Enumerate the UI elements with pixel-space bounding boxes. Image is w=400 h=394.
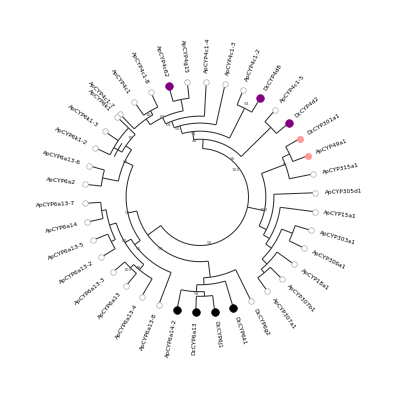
Text: ApCYP4c1-5: ApCYP4c1-5 <box>280 74 306 104</box>
Text: 64: 64 <box>166 123 172 127</box>
Text: ApCYP4c1: ApCYP4c1 <box>110 69 131 96</box>
Text: ApCYP6a13-2: ApCYP6a13-2 <box>58 260 95 284</box>
Text: ApCYP6a2: ApCYP6a2 <box>46 178 76 186</box>
Text: DcCYP6a13: DcCYP6a13 <box>192 322 198 355</box>
Text: ApCYP6k1-3: ApCYP6k1-3 <box>67 104 99 128</box>
Text: ApCYP6a13-6: ApCYP6a13-6 <box>42 150 81 165</box>
Text: ApCYP6a13-4: ApCYP6a13-4 <box>115 303 139 340</box>
Text: ApCYP6a14: ApCYP6a14 <box>45 221 79 234</box>
Text: 95: 95 <box>136 247 142 251</box>
Text: 91: 91 <box>190 132 196 136</box>
Text: ApCYP315a1: ApCYP315a1 <box>322 162 359 175</box>
Text: ApCYP6a13-8: ApCYP6a13-8 <box>139 312 158 351</box>
Text: 97: 97 <box>125 210 130 214</box>
Text: ApCYP4c1-8: ApCYP4c1-8 <box>130 51 149 85</box>
Text: ApCYP49a1: ApCYP49a1 <box>316 138 349 155</box>
Text: 70: 70 <box>128 136 133 140</box>
Text: 99: 99 <box>158 247 164 251</box>
Text: 94: 94 <box>244 102 249 106</box>
Text: DcCYP4d2: DcCYP4d2 <box>294 96 320 119</box>
Text: 100: 100 <box>232 167 240 172</box>
Text: ApCYP4c1-4: ApCYP4c1-4 <box>204 37 211 72</box>
Text: ApCYP4c1-7: ApCYP4c1-7 <box>87 80 115 109</box>
Text: ApCYP303a1: ApCYP303a1 <box>319 230 356 246</box>
Text: DcCYP301a1: DcCYP301a1 <box>306 113 341 136</box>
Text: DcCYP4d8: DcCYP4d8 <box>263 63 283 92</box>
Text: 36: 36 <box>230 158 235 162</box>
Text: 100: 100 <box>124 268 132 272</box>
Text: ApCYP305d1: ApCYP305d1 <box>324 189 362 195</box>
Text: ApCYP307a1: ApCYP307a1 <box>270 297 296 330</box>
Text: DcCYP6k1: DcCYP6k1 <box>234 316 247 346</box>
Text: 89: 89 <box>122 240 127 243</box>
Text: ApCYP6k1-2: ApCYP6k1-2 <box>54 127 88 146</box>
Text: ApCYP6k1: ApCYP6k1 <box>87 88 112 112</box>
Text: 68: 68 <box>123 160 128 164</box>
Text: 95: 95 <box>207 241 213 245</box>
Text: 82: 82 <box>160 115 165 119</box>
Text: 55: 55 <box>174 127 180 131</box>
Text: ApCYP18a1: ApCYP18a1 <box>300 268 330 291</box>
Text: 100: 100 <box>146 113 154 117</box>
Text: ApCYP306a1: ApCYP306a1 <box>311 250 346 271</box>
Text: ApCYP4c1-3: ApCYP4c1-3 <box>225 40 237 76</box>
Text: 48: 48 <box>192 139 197 143</box>
Text: ApCYP4g15: ApCYP4g15 <box>180 39 189 73</box>
Text: ApCYP307b1: ApCYP307b1 <box>286 283 316 314</box>
Text: ApCYP6a14-2: ApCYP6a14-2 <box>165 319 178 358</box>
Text: ApCYP6a13-5: ApCYP6a13-5 <box>47 241 85 261</box>
Text: 70: 70 <box>281 163 287 167</box>
Text: ApCYP15a1: ApCYP15a1 <box>323 210 357 219</box>
Text: DcCYP6j1: DcCYP6j1 <box>214 320 222 349</box>
Text: ApCYP6a13-3: ApCYP6a13-3 <box>74 277 107 306</box>
Text: 48: 48 <box>135 266 141 270</box>
Text: 93: 93 <box>194 292 199 296</box>
Text: ApCYP6a13: ApCYP6a13 <box>97 291 122 320</box>
Text: ApCYP4c1-2: ApCYP4c1-2 <box>244 48 262 82</box>
Text: ApCYP6a13-7: ApCYP6a13-7 <box>36 201 76 208</box>
Text: DcCYP6g2: DcCYP6g2 <box>253 308 270 337</box>
Text: ApCYP4c62: ApCYP4c62 <box>155 44 168 78</box>
Text: 100: 100 <box>259 208 267 212</box>
